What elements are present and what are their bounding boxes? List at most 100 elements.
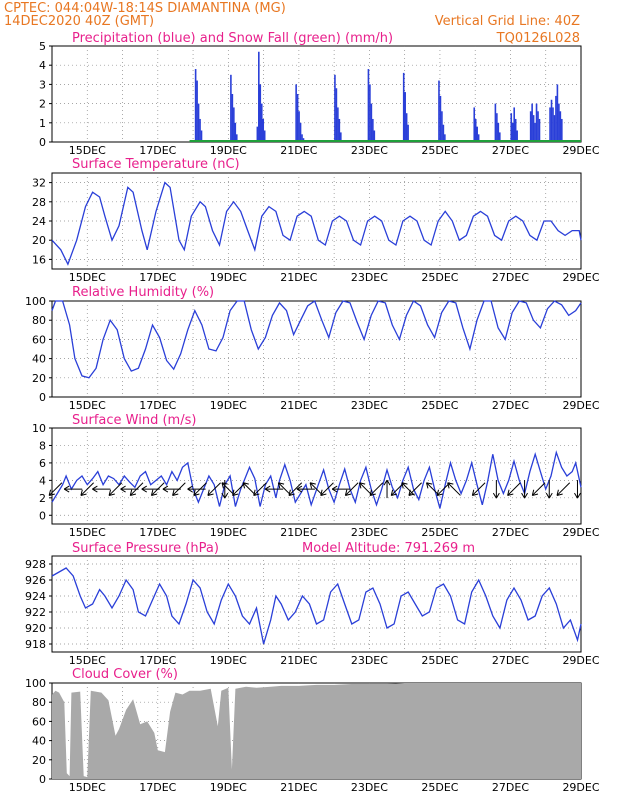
wind-arrow-head <box>207 489 210 496</box>
y-tick-label: 80 <box>32 696 46 709</box>
wind-arrow-head <box>556 493 563 496</box>
x-tick-label: 23DEC <box>351 781 388 794</box>
x-tick-label: 27DEC <box>492 144 529 157</box>
x-tick-label: 17DEC <box>139 144 176 157</box>
precipitation-bar <box>256 126 259 142</box>
wind-arrow-head <box>320 489 323 496</box>
x-tick-label: 29DEC <box>562 781 599 794</box>
wind-direction-arrow <box>345 482 359 496</box>
precipitation-bar <box>474 118 477 142</box>
wind-arrow-head <box>472 493 479 496</box>
x-tick-label: 23DEC <box>351 526 388 539</box>
precipitation-bar <box>262 118 265 142</box>
plot-frame <box>51 45 582 143</box>
precipitation-bar <box>230 74 232 142</box>
wind-arrow-head <box>408 489 411 496</box>
x-tick-label: 23DEC <box>351 399 388 412</box>
wind-direction-arrow <box>129 482 144 496</box>
precipitation-title: Precipitation (blue) and Snow Fall (gree… <box>72 31 393 46</box>
precipitation-bar <box>233 107 235 142</box>
precipitation-bar <box>441 111 443 142</box>
precipitation-bar <box>538 118 541 142</box>
precipitation-bar <box>477 134 480 142</box>
y-tick-label: 60 <box>32 715 46 728</box>
x-tick-label: 23DEC <box>351 271 388 284</box>
wind-arrow-head <box>556 489 559 496</box>
cloud-cover-area <box>52 683 581 779</box>
precipitation-bar <box>497 122 500 142</box>
wind-arrow-head <box>92 488 98 493</box>
wind-direction-arrow <box>253 482 267 496</box>
wind-direction-arrow <box>507 482 521 496</box>
x-tick-label: 19DEC <box>210 399 247 412</box>
wind-arrow-head <box>345 493 352 496</box>
precipitation-bar <box>338 118 341 142</box>
x-tick-label: 21DEC <box>280 526 317 539</box>
wind-arrow-head <box>344 489 348 496</box>
precipitation-bar <box>340 132 342 142</box>
precipitation-bar <box>511 122 514 142</box>
precipitation-bar <box>372 118 374 142</box>
precipitation-bar <box>531 103 533 142</box>
precipitation-bar <box>556 84 559 142</box>
wind-arrow-head <box>80 493 87 496</box>
model-altitude: Model Altitude: 791.269 m <box>302 541 475 556</box>
precipitation-bar <box>258 51 260 143</box>
wind-arrow-head <box>532 493 539 496</box>
precipitation-bar <box>558 103 560 142</box>
y-tick-label: 922 <box>25 606 46 619</box>
wind-arrow-head <box>310 482 316 485</box>
x-tick-label: 21DEC <box>280 781 317 794</box>
wind-arrow-head <box>507 493 514 496</box>
wind-arrow-head <box>401 482 408 485</box>
wind-title: Surface Wind (m/s) <box>72 413 196 428</box>
header-grid-line: Vertical Grid Line: 40Z <box>435 14 580 29</box>
wind-arrow-head <box>296 488 303 493</box>
y-tick-label: 926 <box>25 574 46 587</box>
precipitation-bar <box>553 115 556 142</box>
wind-arrow-head <box>386 479 391 486</box>
x-tick-label: 15DEC <box>69 781 106 794</box>
x-tick-label: 25DEC <box>421 399 458 412</box>
humidity-title: Relative Humidity (%) <box>72 285 214 300</box>
precipitation-bar <box>499 132 501 142</box>
precipitation-bar <box>438 80 440 142</box>
wind-arrow-head <box>545 492 550 499</box>
wind-direction-arrow <box>80 482 94 496</box>
wind-arrow-head <box>408 493 415 496</box>
wind-arrow-head <box>150 489 154 496</box>
wind-arrow-head <box>277 482 281 489</box>
x-tick-label: 15DEC <box>69 399 106 412</box>
precipitation-bar <box>263 130 266 142</box>
wind-arrow-head <box>221 482 224 489</box>
precipitation-bar <box>197 103 200 142</box>
x-tick-label: 15DEC <box>69 526 106 539</box>
x-tick-label: 25DEC <box>421 271 458 284</box>
wind-direction-arrow <box>288 482 303 496</box>
x-tick-label: 29DEC <box>562 271 599 284</box>
temperature-panel: Surface Temperature (nC) 16 20 24 28 32 15DEC… <box>32 157 600 284</box>
precipitation-bar <box>513 107 516 142</box>
x-tick-label: 27DEC <box>492 399 529 412</box>
wind-arrow-head <box>288 493 295 496</box>
wind-arrow-head <box>471 489 475 496</box>
wind-arrow-head <box>63 488 70 493</box>
wind-arrow-head <box>207 493 214 496</box>
wind-arrow-head <box>390 489 394 496</box>
wind-arrow-head <box>447 482 450 489</box>
precipitation-bar <box>552 107 554 142</box>
wind-arrow-head <box>151 493 158 496</box>
wind-direction-arrow <box>172 482 186 496</box>
precipitation-bar <box>534 122 536 142</box>
wind-arrow-head <box>141 485 148 490</box>
precipitation-bar <box>514 118 517 142</box>
y-tick-label: 20 <box>32 372 46 385</box>
precipitation-bar <box>296 94 299 142</box>
y-tick-label: 100 <box>25 295 46 308</box>
y-tick-label: 24 <box>32 215 46 228</box>
wind-arrow-head <box>253 489 256 496</box>
x-tick-label: 23DEC <box>351 654 388 667</box>
precipitation-bar <box>561 118 563 142</box>
wind-arrow-head <box>221 492 226 499</box>
wind-arrow-head <box>574 492 578 499</box>
